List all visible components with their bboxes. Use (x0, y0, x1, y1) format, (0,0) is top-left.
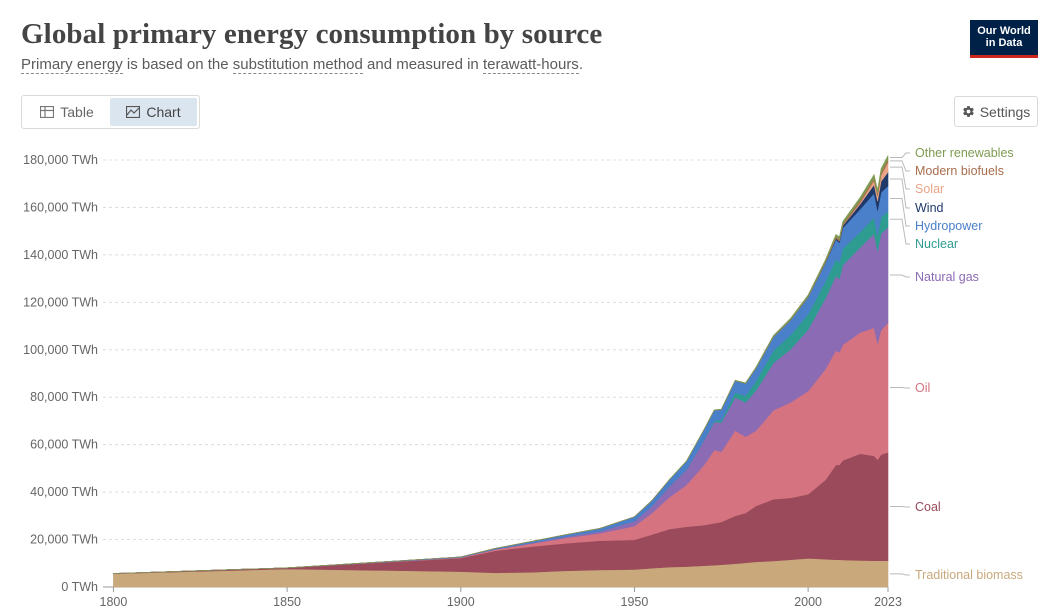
x-tick-label: 1850 (273, 595, 301, 609)
label-connector (890, 160, 910, 172)
substitution-method-link[interactable]: substitution method (232, 56, 363, 74)
y-tick-label: 40,000 TWh (30, 485, 98, 499)
y-tick-label: 160,000 TWh (23, 200, 98, 214)
primary-energy-link[interactable]: Primary energy (21, 56, 123, 74)
terawatt-hours-link[interactable]: terawatt-hours (482, 56, 579, 74)
settings-button[interactable]: Settings (954, 96, 1038, 127)
view-tabs: Table Chart (21, 95, 200, 129)
series-label-wind[interactable]: Wind (915, 201, 944, 215)
label-connector (890, 178, 910, 209)
y-tick-label: 20,000 TWh (30, 533, 98, 547)
table-icon (40, 106, 55, 118)
chart-subtitle: Primary energy is based on the substitut… (21, 56, 583, 74)
area-other-renewables[interactable] (113, 155, 889, 574)
series-label-coal[interactable]: Coal (915, 500, 941, 514)
y-tick-label: 120,000 TWh (23, 295, 98, 309)
series-label-other-renewables[interactable]: Other renewables (915, 146, 1014, 160)
owid-logo[interactable]: Our World in Data (970, 20, 1038, 58)
y-tick-label: 60,000 TWh (30, 438, 98, 452)
tab-table-label: Table (60, 104, 94, 120)
tab-chart[interactable]: Chart (110, 98, 197, 126)
subtitle-text-3: . (578, 56, 583, 73)
series-label-oil[interactable]: Oil (915, 381, 930, 395)
label-connector (890, 198, 910, 227)
y-tick-label: 140,000 TWh (23, 248, 98, 262)
series-label-solar[interactable]: Solar (915, 182, 944, 196)
series-label-traditional-biomass[interactable]: Traditional biomass (915, 568, 1023, 582)
label-connector (890, 218, 910, 245)
x-tick-label: 1950 (621, 595, 649, 609)
y-tick-label: 100,000 TWh (23, 343, 98, 357)
series-label-nuclear[interactable]: Nuclear (915, 237, 958, 251)
series-label-natural-gas[interactable]: Natural gas (915, 270, 979, 284)
label-connector (890, 573, 910, 576)
settings-label: Settings (979, 103, 1031, 120)
tab-table[interactable]: Table (24, 98, 110, 126)
logo-line-2: in Data (985, 37, 1023, 49)
label-connector (890, 386, 910, 389)
x-tick-label: 2023 (874, 595, 902, 609)
label-connector (890, 166, 910, 190)
chart-icon (126, 106, 141, 118)
series-label-modern-biofuels[interactable]: Modern biofuels (915, 164, 1004, 178)
y-tick-label: 80,000 TWh (30, 390, 98, 404)
x-tick-label: 1800 (100, 595, 128, 609)
y-tick-label: 0 TWh (61, 580, 98, 594)
gear-icon (962, 106, 974, 117)
subtitle-text-2: and measured in (362, 56, 483, 73)
label-connector (890, 505, 910, 508)
x-tick-label: 1900 (447, 595, 475, 609)
tab-chart-label: Chart (146, 104, 181, 120)
logo-line-1: Our World (977, 25, 1031, 37)
subtitle-text-1: is based on the (122, 56, 233, 73)
series-label-hydropower[interactable]: Hydropower (915, 219, 982, 233)
y-tick-label: 180,000 TWh (23, 153, 98, 167)
label-connector (890, 274, 910, 278)
x-tick-label: 2000 (794, 595, 822, 609)
chart-title: Global primary energy consumption by sou… (21, 18, 603, 50)
label-connector (890, 152, 910, 159)
